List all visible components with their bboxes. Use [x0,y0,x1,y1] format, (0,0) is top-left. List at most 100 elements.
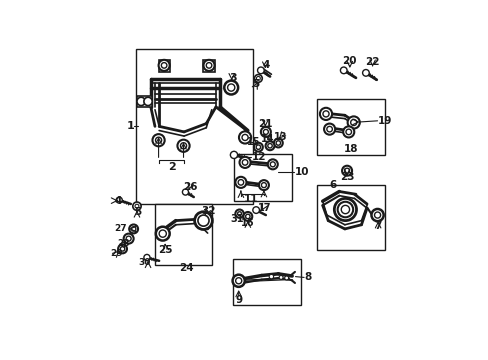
Text: 25: 25 [158,245,172,255]
Text: 24: 24 [179,263,193,273]
Text: 29: 29 [110,248,122,257]
Circle shape [276,141,280,145]
Bar [159,60,169,72]
Circle shape [256,76,260,80]
Text: 31: 31 [229,214,243,224]
Text: 4: 4 [115,195,122,206]
Circle shape [238,180,243,185]
Circle shape [177,140,189,152]
Text: 5: 5 [251,79,259,89]
Text: 5: 5 [134,207,141,217]
Circle shape [133,202,141,210]
Text: 22: 22 [365,57,379,67]
Circle shape [337,202,352,217]
Bar [317,99,384,156]
Circle shape [268,274,273,279]
Text: 30: 30 [138,258,151,267]
Circle shape [263,129,268,134]
Text: 14: 14 [260,134,273,144]
Circle shape [346,129,351,135]
Circle shape [243,212,252,221]
Bar [135,49,253,204]
Text: 13: 13 [274,132,287,143]
Circle shape [235,210,243,218]
Bar [137,96,152,107]
Circle shape [120,247,124,251]
Circle shape [326,126,332,132]
Circle shape [245,214,249,219]
Circle shape [371,209,383,221]
Circle shape [158,60,169,71]
Text: 18: 18 [343,144,358,153]
Circle shape [198,215,208,226]
Text: 6: 6 [329,180,336,190]
Bar [233,154,292,201]
Text: 17: 17 [257,203,271,212]
Circle shape [259,180,268,190]
Text: 21: 21 [257,118,272,129]
Circle shape [279,275,283,279]
Circle shape [232,275,244,287]
Text: 20: 20 [342,56,356,66]
Text: 8: 8 [304,273,311,283]
Circle shape [239,131,251,144]
Circle shape [143,97,152,105]
Text: 12: 12 [251,152,266,162]
Circle shape [135,204,139,208]
Circle shape [230,151,237,158]
Text: 19: 19 [377,116,392,126]
Circle shape [182,189,188,195]
Circle shape [362,69,368,76]
Text: 7: 7 [374,221,381,231]
Text: 23: 23 [339,172,354,182]
Bar [317,185,384,250]
Circle shape [143,255,150,261]
Circle shape [319,108,331,120]
Circle shape [270,162,275,167]
Circle shape [273,139,282,148]
Circle shape [265,141,274,150]
Circle shape [123,234,133,244]
Bar [155,204,211,265]
Circle shape [324,123,334,135]
Text: 1: 1 [127,121,135,131]
Text: 2: 2 [167,162,175,172]
Circle shape [322,111,328,117]
Circle shape [242,134,247,140]
Circle shape [137,97,145,105]
Circle shape [374,212,380,218]
Circle shape [252,207,259,213]
Text: 9: 9 [235,296,242,305]
Circle shape [242,159,247,165]
Circle shape [116,197,122,203]
Circle shape [254,75,262,82]
Text: 3: 3 [228,73,236,83]
Text: 11: 11 [244,194,258,204]
Circle shape [206,63,211,68]
Circle shape [334,198,356,221]
Circle shape [261,183,266,188]
Circle shape [180,143,186,149]
Text: 16: 16 [241,217,254,228]
Circle shape [161,63,166,68]
Circle shape [341,205,349,214]
Text: 26: 26 [183,183,197,192]
Circle shape [343,126,354,138]
Bar [203,60,214,72]
Circle shape [224,81,238,94]
Circle shape [235,278,241,284]
Circle shape [227,84,234,91]
Circle shape [239,157,250,168]
Circle shape [340,67,346,74]
Circle shape [344,168,349,173]
Circle shape [267,144,272,148]
Text: 27: 27 [114,224,127,233]
Circle shape [237,212,241,216]
Circle shape [156,227,169,240]
Circle shape [129,225,138,233]
Text: 10: 10 [294,167,309,177]
Circle shape [126,236,131,241]
Circle shape [203,60,214,71]
Circle shape [267,159,277,169]
Circle shape [194,212,212,229]
